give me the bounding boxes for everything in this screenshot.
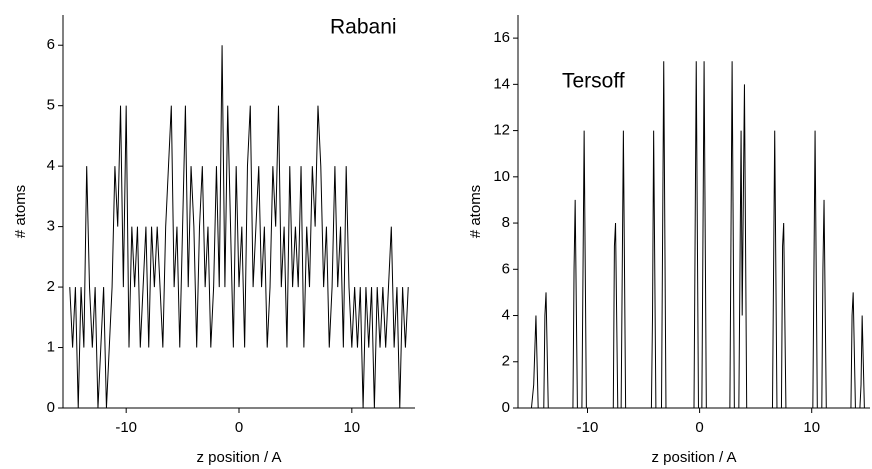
y-tick-label: 4 [502, 306, 510, 323]
y-tick-label: 1 [47, 339, 55, 356]
y-tick-label: 2 [502, 353, 510, 370]
y-tick-label: 12 [493, 122, 510, 139]
y-tick-label: 0 [502, 399, 510, 416]
annotation: Rabani [330, 16, 397, 39]
x-axis-label: z position / A [196, 449, 281, 466]
y-tick-label: 16 [493, 29, 510, 46]
y-axis-label: # atoms [12, 185, 29, 238]
x-axis-label: z position / A [651, 449, 736, 466]
data-line [530, 61, 865, 409]
data-line [69, 45, 409, 409]
annotation: Tersoff [562, 70, 625, 93]
x-tick-label: 10 [803, 419, 820, 436]
x-tick-label: -10 [115, 419, 137, 436]
x-tick-label: 0 [235, 419, 243, 436]
y-axis-label: # atoms [467, 185, 484, 238]
x-tick-label: 0 [695, 419, 703, 436]
y-tick-label: 10 [493, 168, 510, 185]
y-tick-label: 8 [502, 214, 510, 231]
y-tick-label: 14 [493, 75, 510, 92]
y-tick-label: 5 [47, 97, 55, 114]
y-tick-label: 2 [47, 278, 55, 295]
y-tick-label: 4 [47, 157, 55, 174]
y-tick-label: 6 [502, 260, 510, 277]
y-tick-label: 3 [47, 218, 55, 235]
y-tick-label: 6 [47, 36, 55, 53]
x-tick-label: -10 [577, 419, 599, 436]
y-tick-label: 0 [47, 399, 55, 416]
x-tick-label: 10 [343, 419, 360, 436]
